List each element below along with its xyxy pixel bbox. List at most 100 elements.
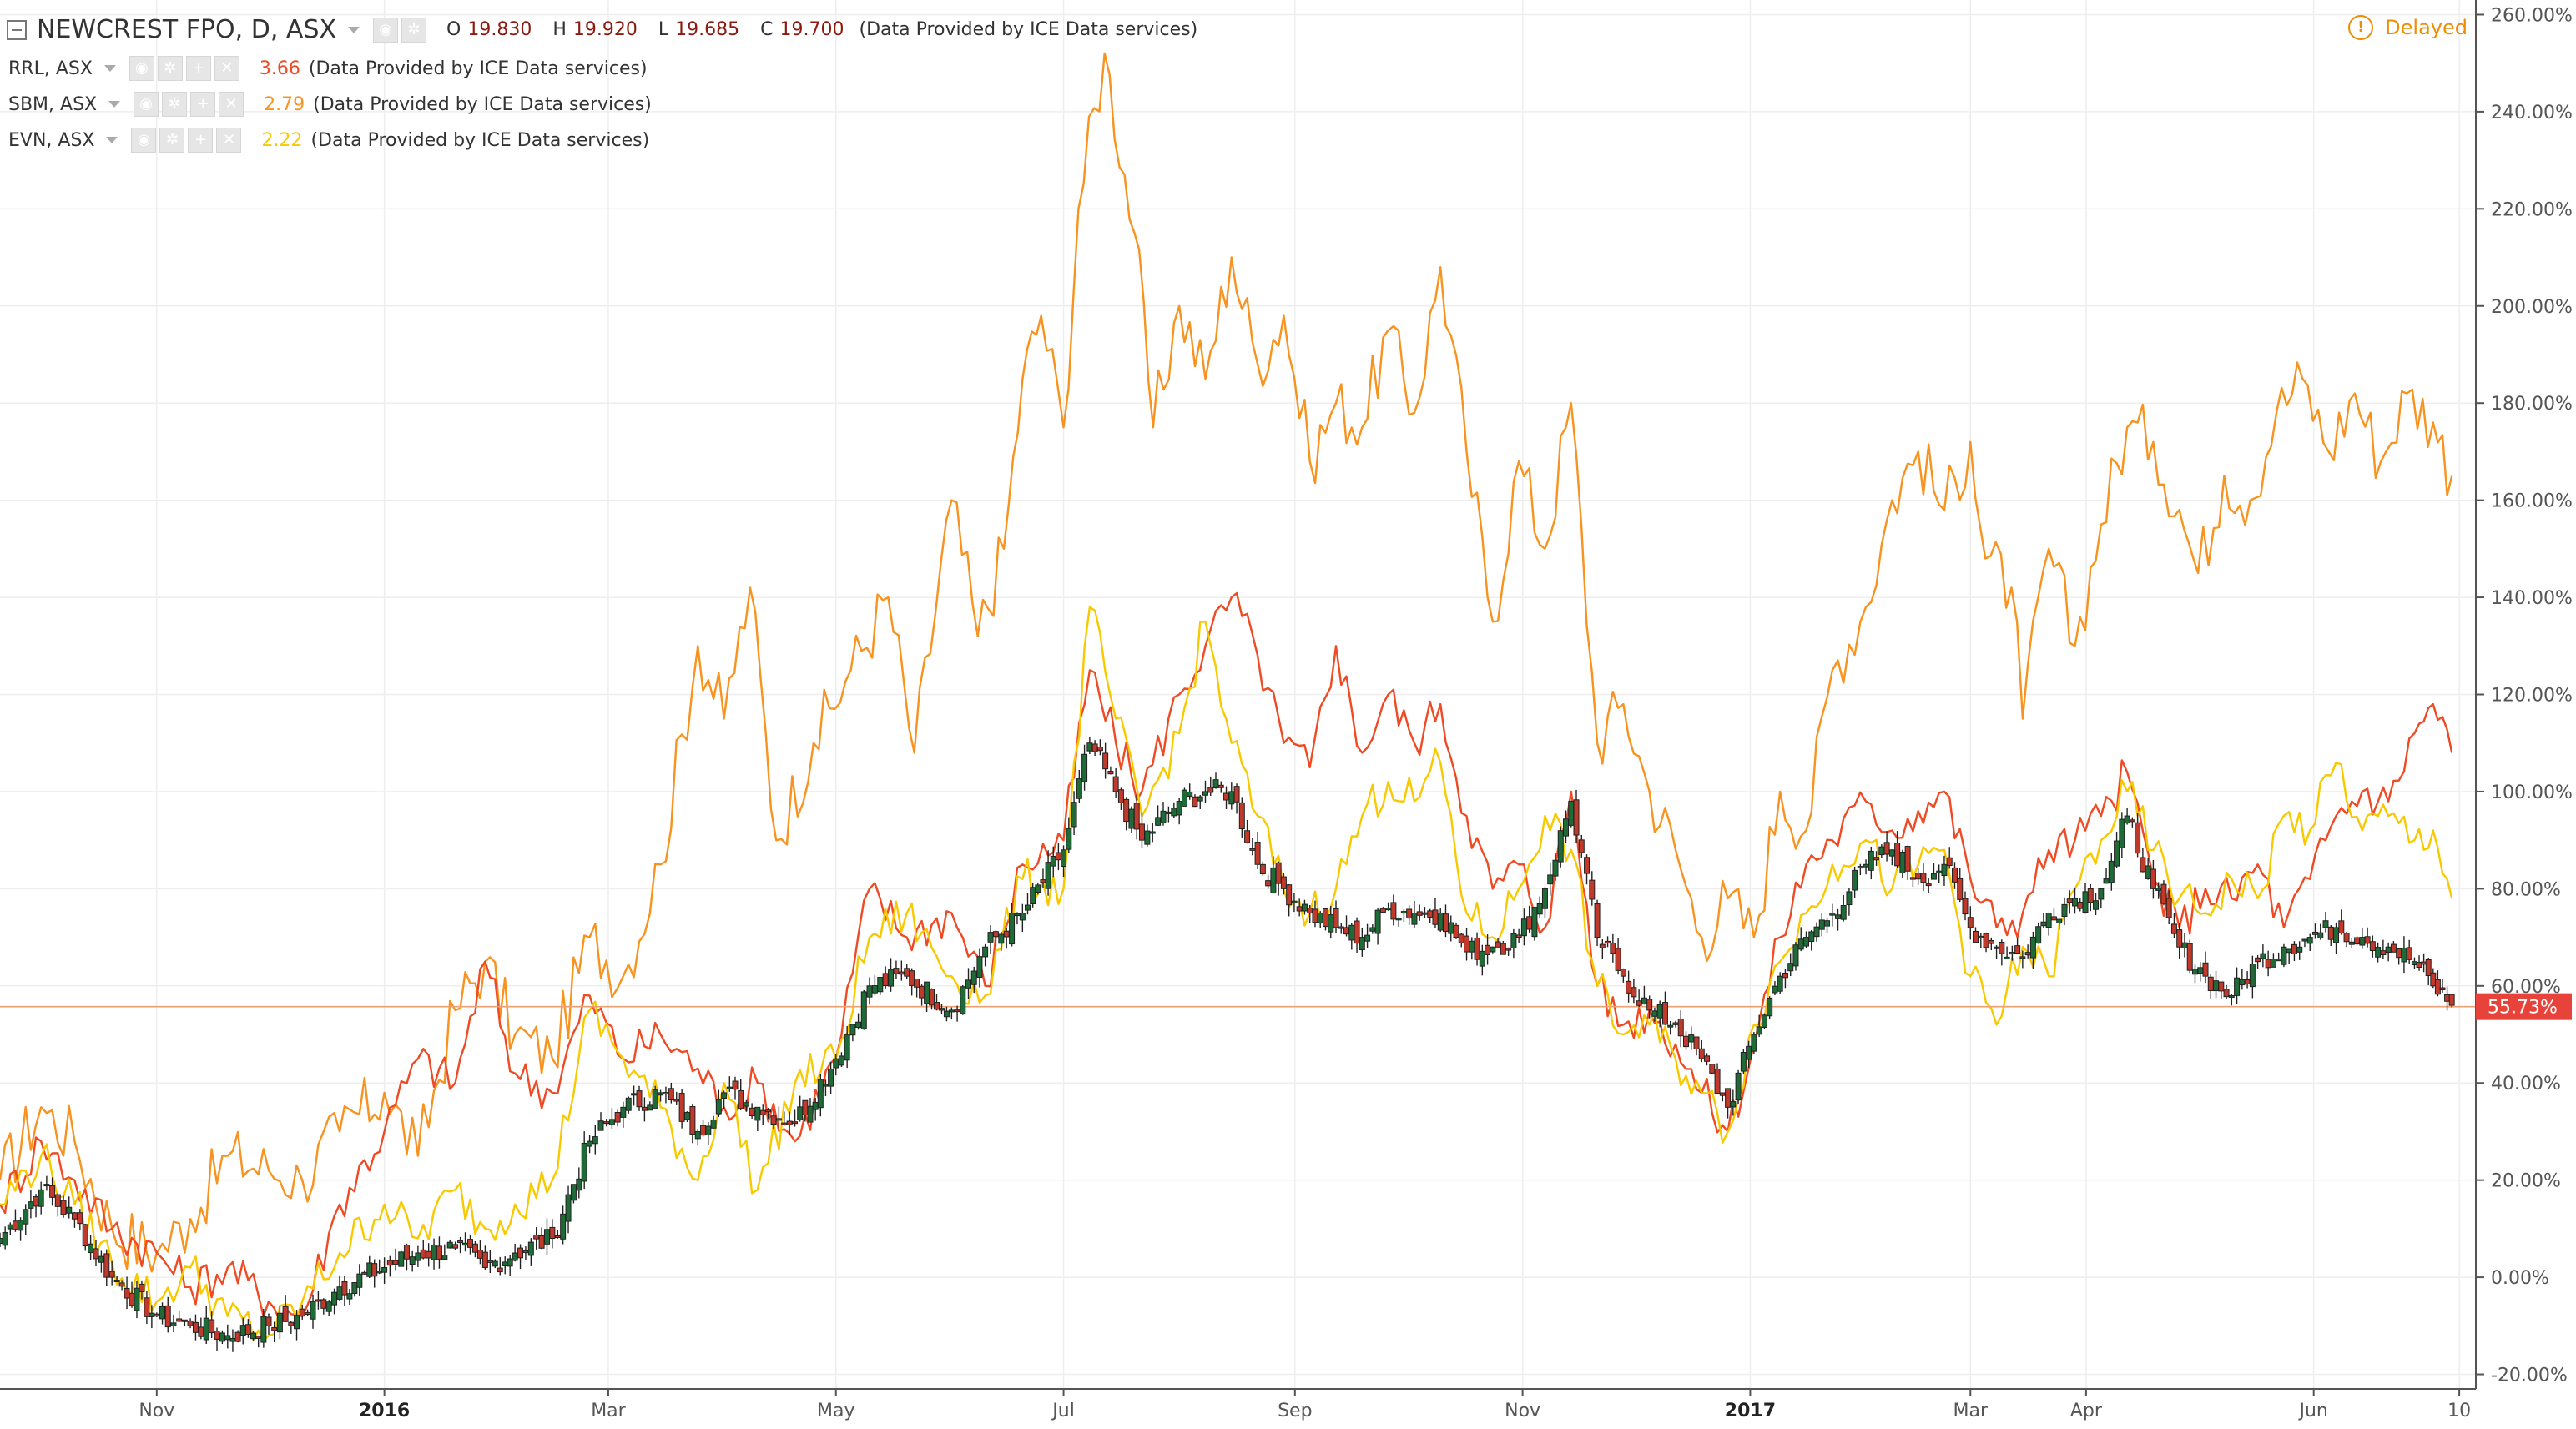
- candle-body: [1531, 907, 1538, 938]
- candle-body: [549, 1226, 556, 1240]
- y-tick-label: 100.00%: [2491, 782, 2573, 803]
- compare-value: 2.22: [261, 129, 303, 151]
- candle-body: [1693, 1036, 1700, 1050]
- candle-body: [2255, 957, 2261, 963]
- candle-body: [250, 1332, 257, 1340]
- plus-icon[interactable]: +: [190, 92, 216, 117]
- gear-icon[interactable]: ✲: [157, 56, 183, 81]
- time-axis[interactable]: Nov 2016 Mar May Jul Sep Nov 2017 Mar Apr Jun 10: [0, 1388, 2476, 1421]
- candle-body: [2098, 888, 2105, 900]
- candle-body: [592, 1136, 598, 1145]
- candle-body: [244, 1324, 251, 1335]
- candle-body: [2181, 942, 2188, 949]
- candle-body: [2170, 923, 2177, 934]
- chevron-down-icon[interactable]: [108, 101, 121, 108]
- candle-body: [1682, 1035, 1689, 1048]
- candle-body: [2077, 902, 2084, 909]
- candle-body: [1688, 1034, 1695, 1043]
- candle-body: [93, 1248, 99, 1260]
- candle-body: [533, 1234, 540, 1240]
- candle-body: [209, 1319, 215, 1334]
- candle-body: [376, 1271, 383, 1274]
- candle-body: [1677, 1018, 1684, 1037]
- candle-body: [1873, 857, 1880, 861]
- candle-body: [71, 1212, 78, 1220]
- candle-body: [749, 1107, 755, 1116]
- compare-symbol[interactable]: EVN, ASX: [8, 129, 95, 151]
- compare-buttons: ◉ ✲ + ✕: [129, 56, 243, 81]
- candle-body: [1160, 810, 1167, 823]
- candle-body: [1217, 784, 1224, 788]
- y-tick-label: -20.00%: [2491, 1366, 2568, 1386]
- candle-body: [486, 1260, 493, 1263]
- x-tick-label: Sep: [1278, 1401, 1312, 1421]
- close-icon[interactable]: ✕: [216, 128, 242, 153]
- candle-body: [998, 933, 1005, 944]
- candle-body: [914, 979, 920, 988]
- gear-icon[interactable]: ✲: [159, 128, 185, 153]
- gear-icon[interactable]: ✲: [162, 92, 188, 117]
- plus-icon[interactable]: +: [188, 128, 214, 153]
- eye-icon[interactable]: ◉: [131, 128, 157, 153]
- compare-symbol[interactable]: SBM, ASX: [8, 93, 98, 115]
- candle-body: [288, 1321, 295, 1326]
- collapse-legend-icon[interactable]: [7, 19, 27, 40]
- candle-body: [732, 1080, 739, 1090]
- candle-body: [948, 1009, 955, 1013]
- candle-body: [1045, 862, 1051, 889]
- delayed-badge[interactable]: ! Delayed: [2348, 15, 2468, 40]
- main-symbol-title[interactable]: NEWCREST FPO, D, ASX: [37, 15, 337, 44]
- candle-body: [2197, 967, 2204, 974]
- candle-body: [2396, 948, 2402, 959]
- candle-body: [2207, 976, 2214, 992]
- chevron-down-icon[interactable]: [106, 137, 118, 143]
- candle-body: [1500, 943, 1506, 955]
- candle-body: [2327, 926, 2334, 940]
- series-line-sbm-asx: [0, 52, 2453, 1273]
- x-tick-label: 2017: [1725, 1401, 1776, 1421]
- candle-body: [1485, 944, 1491, 955]
- data-source: (Data Provided by ICE Data services): [308, 58, 648, 79]
- candle-body: [1904, 846, 1911, 872]
- candle-body: [1719, 1092, 1726, 1096]
- close-icon[interactable]: ✕: [219, 92, 244, 117]
- candle-body: [1920, 873, 1927, 883]
- candle-body: [2348, 941, 2355, 945]
- chevron-down-icon[interactable]: [348, 26, 360, 33]
- compare-symbol[interactable]: RRL, ASX: [8, 58, 93, 79]
- candle-body: [1197, 796, 1203, 802]
- candle-body: [543, 1229, 550, 1245]
- candle-body: [1536, 903, 1543, 915]
- gear-icon[interactable]: ✲: [401, 17, 427, 43]
- candle-body: [1458, 933, 1464, 943]
- close-icon[interactable]: ✕: [214, 56, 239, 81]
- candle-body: [1495, 941, 1501, 948]
- candle-body: [315, 1299, 321, 1302]
- candle-body: [738, 1089, 744, 1109]
- eye-icon[interactable]: ◉: [373, 17, 399, 43]
- candle-body: [2108, 860, 2115, 883]
- chevron-down-icon[interactable]: [103, 65, 116, 72]
- candle-body: [1915, 873, 1922, 880]
- candle-body: [2276, 959, 2282, 962]
- plus-icon[interactable]: +: [185, 56, 211, 81]
- candle-body: [124, 1288, 130, 1299]
- candle-body: [2061, 903, 2068, 918]
- candle-body: [2202, 962, 2209, 977]
- candle-body: [2093, 900, 2100, 910]
- eye-icon[interactable]: ◉: [129, 56, 154, 81]
- candle-body: [1138, 823, 1145, 841]
- price-axis[interactable]: 260.00% 240.00% 220.00% 200.00% 180.00% 160.0…: [2475, 0, 2573, 1389]
- candle-body: [1432, 909, 1439, 925]
- candle-body: [1863, 863, 1869, 868]
- candle-body: [668, 1088, 674, 1101]
- candle-body: [1777, 975, 1783, 992]
- eye-icon[interactable]: ◉: [134, 92, 159, 117]
- candle-body: [2244, 979, 2251, 984]
- close-value: 19.700: [779, 19, 844, 40]
- candle-body: [492, 1260, 498, 1267]
- candle-body: [2239, 979, 2246, 986]
- high-key: H: [552, 19, 567, 40]
- candle-body: [2234, 977, 2241, 996]
